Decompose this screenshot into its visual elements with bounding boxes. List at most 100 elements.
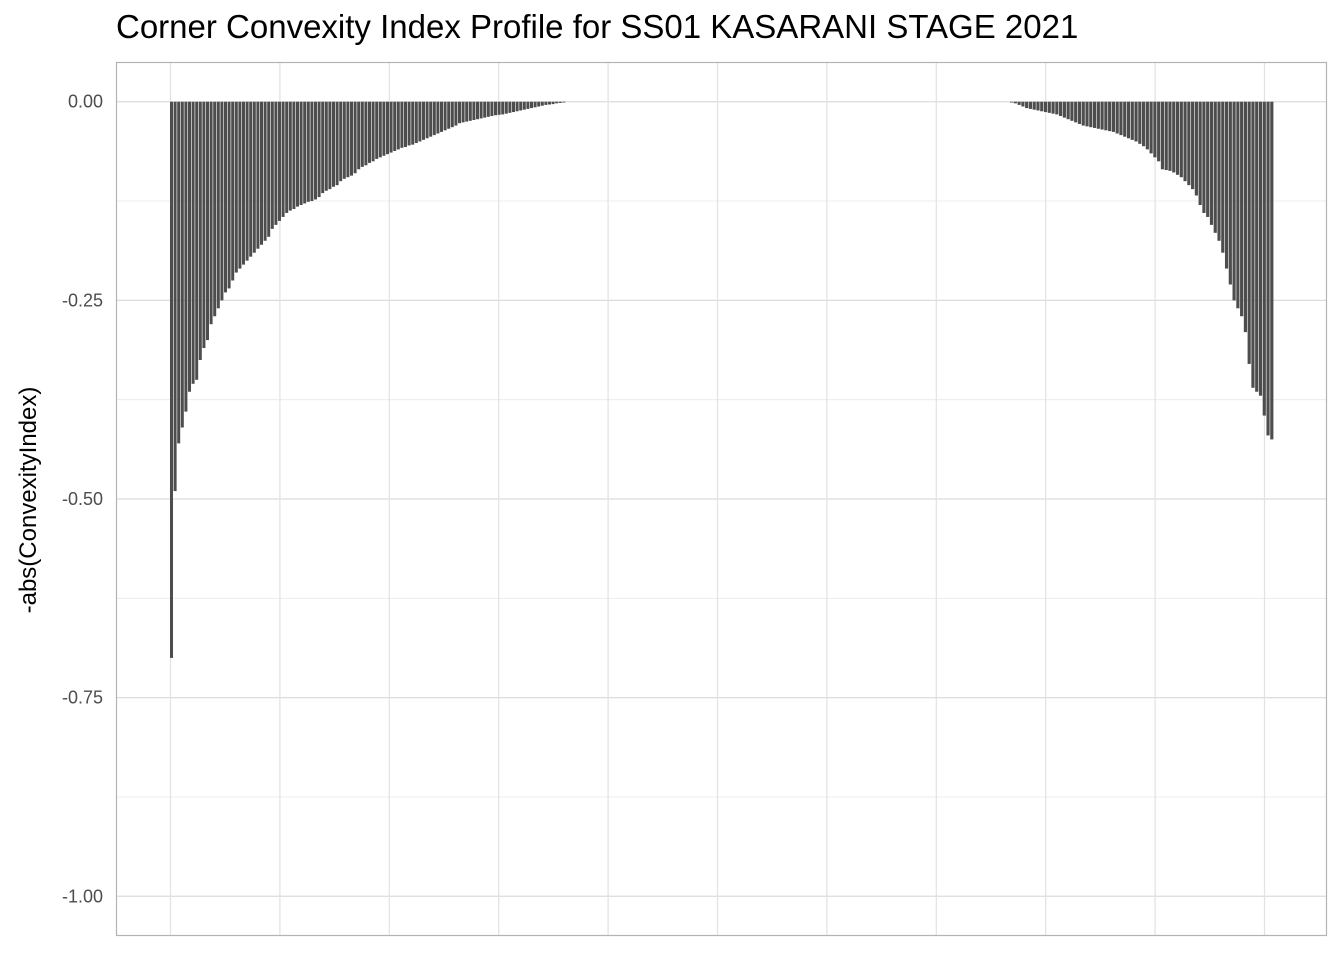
bar xyxy=(216,101,220,309)
bar xyxy=(389,101,393,153)
bar xyxy=(296,101,299,207)
bar xyxy=(1077,101,1082,124)
bar xyxy=(1025,101,1029,109)
bar xyxy=(490,101,494,117)
bar xyxy=(1187,101,1191,186)
chart-title: Corner Convexity Index Profile for SS01 … xyxy=(116,8,1079,45)
bar xyxy=(1172,101,1176,173)
bar xyxy=(400,101,404,148)
bar xyxy=(540,101,544,106)
bar xyxy=(263,101,267,241)
bar xyxy=(544,101,548,105)
bar xyxy=(224,101,227,293)
bar xyxy=(288,101,292,211)
bar xyxy=(530,101,533,109)
bar xyxy=(386,101,389,155)
bar xyxy=(1183,101,1187,182)
bar xyxy=(447,101,451,129)
bar xyxy=(414,101,418,144)
bar xyxy=(332,101,335,187)
bar xyxy=(472,101,476,120)
bar xyxy=(1221,101,1225,253)
bars xyxy=(170,101,1274,658)
bar xyxy=(1059,101,1063,117)
bar xyxy=(1130,101,1134,140)
bar xyxy=(252,101,256,253)
bar xyxy=(425,101,429,139)
bar xyxy=(1051,101,1055,114)
bar xyxy=(317,101,321,198)
bar xyxy=(1153,101,1157,158)
bar xyxy=(314,101,317,200)
bar xyxy=(1089,101,1093,128)
bar xyxy=(195,101,199,380)
bar xyxy=(519,101,523,111)
bar xyxy=(1209,101,1214,225)
bar xyxy=(393,101,397,151)
bar xyxy=(522,101,526,110)
bar xyxy=(497,101,501,115)
bar xyxy=(342,101,346,179)
bar xyxy=(220,101,224,301)
bar xyxy=(429,101,433,137)
major-gridlines xyxy=(116,62,1327,936)
bar xyxy=(180,101,184,428)
bar xyxy=(1108,101,1112,132)
bar xyxy=(1074,101,1078,123)
bar xyxy=(227,101,231,289)
bar xyxy=(177,101,181,444)
bar xyxy=(465,101,469,122)
y-tick-label: 0.00 xyxy=(68,92,103,112)
bar xyxy=(440,101,443,132)
bar xyxy=(436,101,440,134)
bar xyxy=(512,101,515,113)
bar xyxy=(170,101,173,658)
bar xyxy=(1262,101,1266,416)
bar xyxy=(396,101,400,150)
bar xyxy=(375,101,379,159)
bar xyxy=(533,101,537,108)
bar xyxy=(202,101,206,349)
bar xyxy=(1085,101,1089,127)
bar xyxy=(1126,101,1131,139)
plot-border xyxy=(115,61,1328,937)
bar xyxy=(404,101,407,148)
bar xyxy=(1258,101,1263,396)
bar xyxy=(278,101,281,221)
y-tick-label: -0.50 xyxy=(62,489,103,509)
bar xyxy=(1191,101,1195,190)
bar xyxy=(267,101,271,237)
bar xyxy=(1092,101,1097,128)
bar xyxy=(1017,101,1021,105)
bar xyxy=(1115,101,1119,134)
bar xyxy=(1055,101,1059,115)
bar xyxy=(1266,101,1270,436)
bar xyxy=(562,101,566,103)
bar xyxy=(324,101,328,191)
bar xyxy=(1043,101,1048,113)
bar xyxy=(1240,101,1244,317)
bar xyxy=(1157,101,1161,162)
bar xyxy=(299,101,303,206)
bar xyxy=(494,101,497,116)
bar xyxy=(245,101,249,261)
bar xyxy=(234,101,238,273)
bar xyxy=(1160,101,1165,170)
bar xyxy=(306,101,310,202)
bar xyxy=(1096,101,1100,129)
y-tick-label: -0.25 xyxy=(62,290,103,310)
bar xyxy=(1021,101,1025,107)
bar xyxy=(1206,101,1210,217)
bar xyxy=(1070,101,1074,121)
bar xyxy=(184,101,188,412)
bar xyxy=(1179,101,1183,178)
bar xyxy=(443,101,447,131)
bar xyxy=(1010,101,1014,103)
bar xyxy=(537,101,541,107)
bar xyxy=(1047,101,1051,113)
bar xyxy=(328,101,332,190)
bar xyxy=(353,101,357,174)
bar xyxy=(1145,101,1149,150)
bar xyxy=(1168,101,1172,171)
